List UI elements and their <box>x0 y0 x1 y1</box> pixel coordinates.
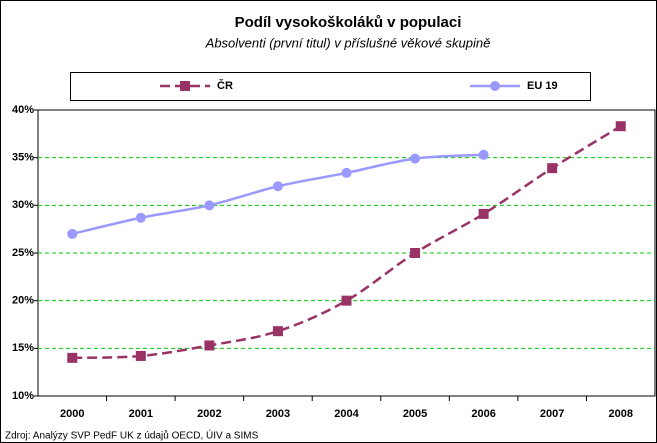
legend-label: ČR <box>217 79 233 92</box>
marker <box>410 248 421 258</box>
x-tick-label: 2008 <box>608 408 632 420</box>
marker <box>478 208 489 219</box>
marker <box>67 352 78 363</box>
y-tick-label: 25% <box>12 247 34 259</box>
marker <box>547 163 558 174</box>
y-tick-label: 10% <box>12 390 34 402</box>
legend-marker <box>180 81 190 91</box>
marker <box>341 167 352 178</box>
marker <box>272 181 283 192</box>
y-tick-label: 30% <box>12 199 34 211</box>
marker <box>135 212 146 223</box>
y-tick-label: 40% <box>12 104 34 116</box>
marker <box>135 350 146 361</box>
marker <box>204 200 215 211</box>
marker <box>615 121 626 132</box>
x-tick-label: 2002 <box>197 408 221 420</box>
x-tick-label: 2003 <box>266 408 290 420</box>
marker <box>204 340 215 351</box>
marker <box>272 326 283 337</box>
y-tick-label: 35% <box>12 152 34 164</box>
x-tick-label: 2004 <box>334 408 359 420</box>
x-tick-label: 2000 <box>60 408 84 420</box>
x-tick-label: 2006 <box>471 408 495 420</box>
x-tick-label: 2005 <box>403 408 427 420</box>
legend-label: EU 19 <box>527 80 558 92</box>
legend-marker <box>490 81 500 91</box>
x-tick-label: 2007 <box>540 408 564 420</box>
chart-title: Podíl vysokoškoláků v populaci <box>235 14 462 31</box>
x-tick-label: 2001 <box>129 408 153 420</box>
y-tick-label: 15% <box>12 342 34 354</box>
marker <box>67 228 78 239</box>
marker <box>478 149 489 160</box>
marker <box>341 295 352 306</box>
chart-subtitle: Absolventi (první titul) v příslušné věk… <box>205 35 491 50</box>
footer: Zdroj: Analýzy SVP PedF UK z údajů OECD,… <box>5 429 259 442</box>
series-line <box>72 125 622 360</box>
marker <box>410 153 421 164</box>
y-tick-label: 20% <box>12 295 34 307</box>
